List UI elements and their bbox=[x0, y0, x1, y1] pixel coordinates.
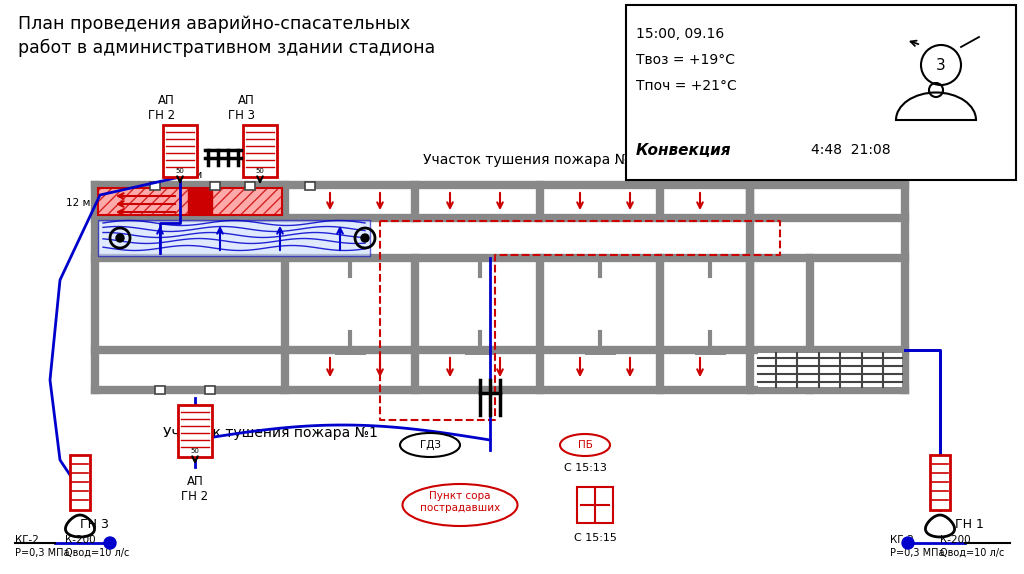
Bar bbox=[178, 405, 212, 457]
Bar bbox=[70, 455, 90, 510]
Text: 50: 50 bbox=[190, 448, 200, 454]
Circle shape bbox=[116, 234, 124, 242]
Bar bbox=[577, 487, 613, 523]
Text: АП
ГН 3: АП ГН 3 bbox=[228, 94, 255, 122]
Text: 50: 50 bbox=[256, 168, 264, 174]
Bar bbox=[98, 188, 282, 215]
Text: С 15:13: С 15:13 bbox=[563, 463, 606, 473]
Bar bbox=[243, 125, 278, 177]
Text: ПБ: ПБ bbox=[578, 440, 593, 450]
Bar bbox=[305, 182, 315, 190]
Text: АП
ГН 2: АП ГН 2 bbox=[181, 475, 209, 503]
Text: Конвекция: Конвекция bbox=[636, 143, 731, 158]
Text: К-200: К-200 bbox=[940, 535, 971, 545]
Circle shape bbox=[361, 234, 369, 242]
Bar bbox=[150, 182, 160, 190]
Text: КГ-2: КГ-2 bbox=[890, 535, 913, 545]
Text: ГН 1: ГН 1 bbox=[955, 518, 984, 531]
Text: Р=0,3 МПа: Р=0,3 МПа bbox=[15, 548, 70, 558]
Text: Пункт сора
пострадавших: Пункт сора пострадавших bbox=[420, 491, 500, 513]
Bar bbox=[98, 188, 282, 215]
Text: 4:48  21:08: 4:48 21:08 bbox=[811, 143, 891, 157]
Bar bbox=[245, 182, 255, 190]
Text: К-200: К-200 bbox=[65, 535, 95, 545]
Text: Qвод=10 л/с: Qвод=10 л/с bbox=[940, 548, 1005, 558]
Text: КГ-2: КГ-2 bbox=[15, 535, 39, 545]
Text: Твоз = +19°C: Твоз = +19°C bbox=[636, 53, 735, 67]
Bar bbox=[205, 386, 215, 394]
Circle shape bbox=[902, 537, 914, 549]
Text: Участок тушения пожара №1: Участок тушения пожара №1 bbox=[163, 426, 378, 440]
Bar bbox=[758, 353, 902, 387]
Text: 50: 50 bbox=[175, 168, 184, 174]
Bar bbox=[188, 189, 212, 213]
Text: Qвод=10 л/с: Qвод=10 л/с bbox=[65, 548, 129, 558]
Text: 20 м: 20 м bbox=[178, 170, 202, 180]
Text: План проведения аварийно-спасательных
работ в административном здании стадиона: План проведения аварийно-спасательных ра… bbox=[18, 15, 435, 57]
Text: 3: 3 bbox=[936, 57, 946, 72]
Bar bbox=[626, 5, 1016, 180]
Circle shape bbox=[104, 537, 116, 549]
Bar bbox=[155, 386, 165, 394]
Text: 12 м: 12 м bbox=[66, 198, 90, 208]
Text: Тпоч = +21°C: Тпоч = +21°C bbox=[636, 79, 736, 93]
Text: С 15:15: С 15:15 bbox=[573, 533, 616, 543]
Text: ГДЗ: ГДЗ bbox=[420, 440, 440, 450]
Text: АП
ГН 2: АП ГН 2 bbox=[147, 94, 175, 122]
Text: Р=0,3 МПа: Р=0,3 МПа bbox=[890, 548, 944, 558]
Bar bbox=[98, 188, 902, 387]
Bar bbox=[930, 455, 950, 510]
Text: ГН 3: ГН 3 bbox=[80, 518, 109, 531]
Bar bbox=[98, 220, 370, 256]
Bar bbox=[210, 182, 220, 190]
Bar bbox=[163, 125, 197, 177]
Text: Участок тушения пожара №2: Участок тушения пожара №2 bbox=[423, 153, 637, 167]
Text: 15:00, 09.16: 15:00, 09.16 bbox=[636, 27, 724, 41]
